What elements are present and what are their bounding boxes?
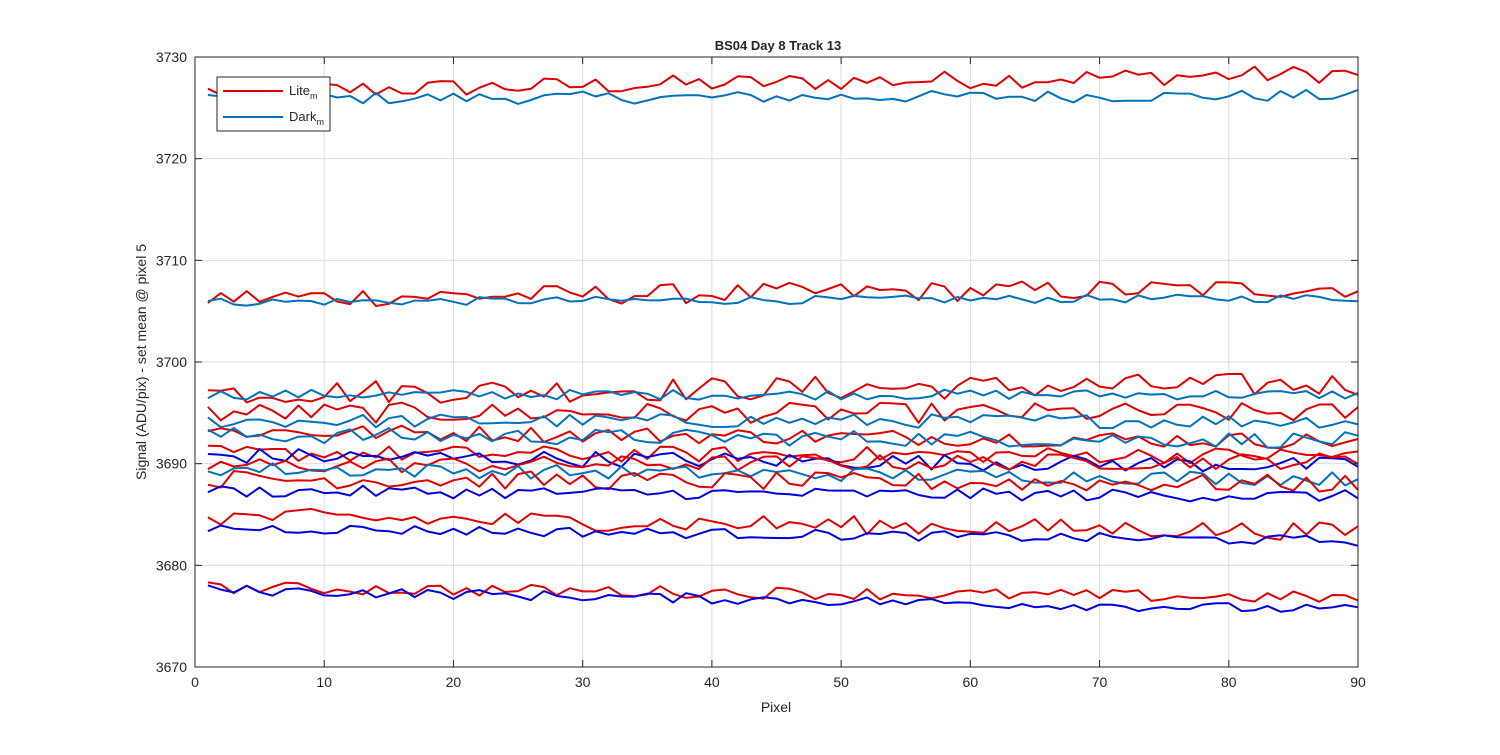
x-tick-label: 20 bbox=[446, 674, 462, 690]
series-line-lite-12 bbox=[207, 452, 1359, 474]
series-line-dark-3 bbox=[207, 293, 1359, 307]
series-line-dark-1 bbox=[207, 88, 1359, 105]
y-tick-label: 3720 bbox=[156, 151, 187, 167]
series-line-lite-14 bbox=[207, 470, 1359, 493]
series-lines bbox=[207, 65, 1359, 613]
series-line-lite-16 bbox=[207, 507, 1359, 541]
y-tick-label: 3690 bbox=[156, 456, 187, 472]
y-tick-label: 3680 bbox=[156, 557, 187, 573]
series-line-dark-7 bbox=[207, 413, 1359, 430]
series-line-dark-5 bbox=[207, 388, 1359, 401]
series-line-dark-17 bbox=[207, 524, 1359, 547]
x-tick-label: 10 bbox=[316, 674, 332, 690]
y-axis-label: Signal (ADU/pix) - set mean @ pixel 5 bbox=[133, 244, 149, 480]
y-tick-label: 3730 bbox=[156, 49, 187, 65]
y-tick-label: 3710 bbox=[156, 252, 187, 268]
y-tick-label: 3670 bbox=[156, 659, 187, 675]
legend: Litem Darkm bbox=[216, 76, 331, 132]
legend-box bbox=[216, 76, 331, 132]
y-tick-label: 3700 bbox=[156, 354, 187, 370]
series-line-lite-4 bbox=[207, 372, 1359, 404]
series-line-lite-2 bbox=[207, 280, 1359, 307]
x-tick-label: 30 bbox=[575, 674, 591, 690]
x-tick-label: 0 bbox=[191, 674, 199, 690]
ticks: 0 10 20 30 40 50 60 70 80 90 3670 3680 3690 3700 3710 3… bbox=[156, 49, 1366, 690]
x-tick-label: 50 bbox=[833, 674, 849, 690]
series-line-dark-13 bbox=[207, 462, 1359, 487]
x-tick-label: 60 bbox=[963, 674, 979, 690]
x-tick-label: 40 bbox=[704, 674, 720, 690]
series-line-lite-18 bbox=[207, 581, 1359, 603]
series-line-lite-0 bbox=[207, 65, 1359, 98]
x-tick-label: 70 bbox=[1092, 674, 1108, 690]
series-line-dark-19 bbox=[207, 584, 1359, 613]
chart-title: BS04 Day 8 Track 13 bbox=[715, 38, 841, 53]
series-line-dark-9 bbox=[207, 426, 1359, 449]
legend-label-dark: Darkm bbox=[289, 109, 324, 127]
series-line-dark-15 bbox=[207, 484, 1359, 503]
x-tick-label: 80 bbox=[1221, 674, 1237, 690]
series-line-lite-6 bbox=[207, 401, 1359, 424]
grid bbox=[194, 56, 1359, 668]
x-tick-label: 90 bbox=[1350, 674, 1366, 690]
legend-label-lite: Litem bbox=[289, 83, 317, 101]
x-axis-label: Pixel bbox=[761, 699, 791, 715]
